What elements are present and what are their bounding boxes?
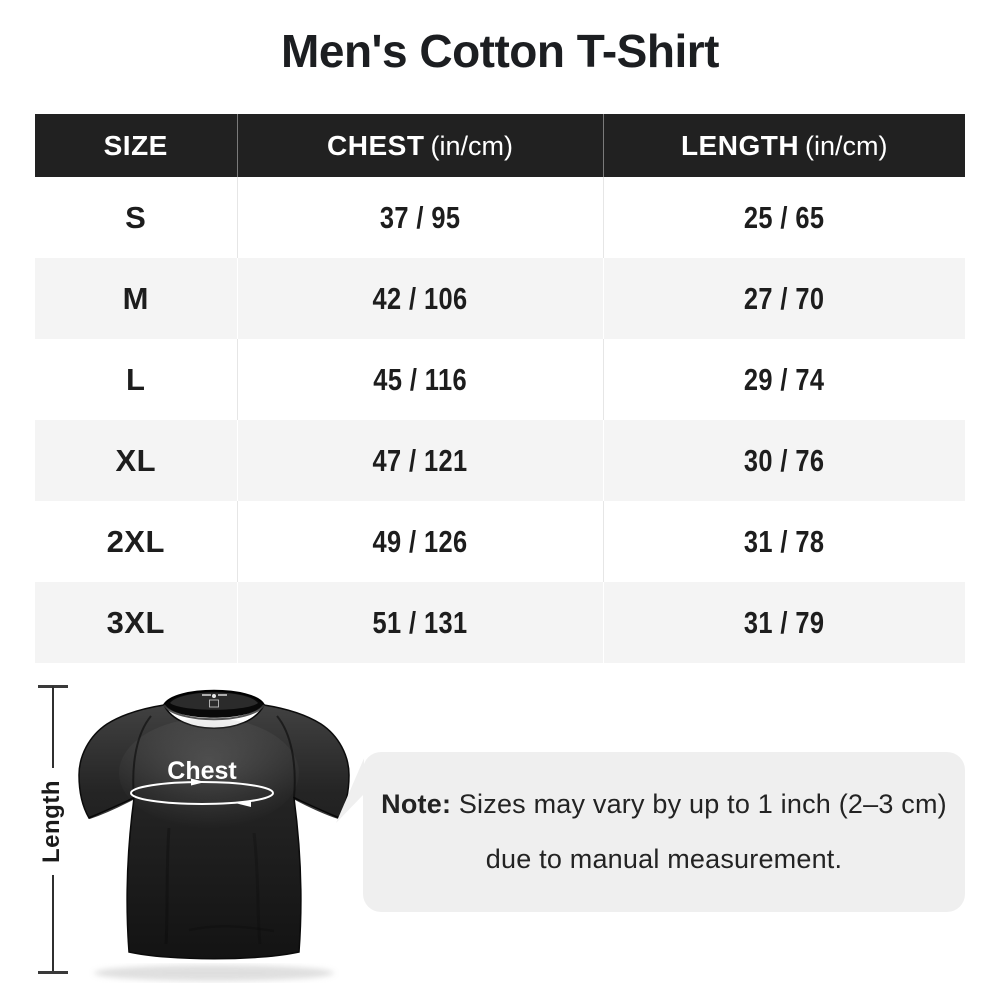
chest-arrowhead-left bbox=[237, 800, 251, 807]
note-text-line2: due to manual measurement. bbox=[485, 844, 843, 874]
cell-size: 3XL bbox=[35, 582, 238, 663]
size-table-body: S 37 / 95 25 / 65 M 42 / 106 27 / 70 L 45 / 116… bbox=[35, 177, 965, 663]
length-label: Length bbox=[36, 768, 68, 875]
cell-size: S bbox=[35, 177, 238, 258]
table-row: XL 47 / 121 30 / 76 bbox=[35, 420, 965, 501]
cell-length-value: 31 / 78 bbox=[743, 523, 825, 559]
cell-chest: 42 / 106 bbox=[237, 258, 604, 339]
cell-size-value: 3XL bbox=[106, 604, 165, 640]
cell-chest: 37 / 95 bbox=[237, 177, 604, 258]
col-header-chest-label: CHEST bbox=[327, 129, 425, 161]
col-header-size: SIZE bbox=[35, 114, 238, 177]
cell-size: 2XL bbox=[35, 501, 238, 582]
table-header-row: SIZE CHEST (in/cm) LENGTH (in/cm) bbox=[35, 114, 965, 177]
cell-chest-value: 45 / 116 bbox=[373, 361, 467, 397]
table-row: M 42 / 106 27 / 70 bbox=[35, 258, 965, 339]
cell-size-value: M bbox=[122, 280, 149, 316]
col-header-size-label: SIZE bbox=[103, 129, 168, 161]
chest-label: Chest bbox=[167, 757, 237, 785]
note-text-line1: Note: Sizes may vary by up to 1 inch (2–… bbox=[381, 789, 947, 820]
note-line1-text: Sizes may vary by up to 1 inch (2–3 cm) bbox=[458, 789, 947, 819]
cell-length: 27 / 70 bbox=[603, 258, 965, 339]
cell-length: 25 / 65 bbox=[603, 177, 965, 258]
cell-chest-value: 47 / 121 bbox=[372, 442, 468, 478]
note-label: Note: bbox=[381, 789, 452, 819]
cell-chest-value: 49 / 126 bbox=[372, 523, 468, 559]
cell-length: 29 / 74 bbox=[603, 339, 965, 420]
cell-size: L bbox=[35, 339, 238, 420]
col-header-length-unit: (in/cm) bbox=[805, 130, 888, 161]
cell-size: XL bbox=[35, 420, 238, 501]
cell-length-value: 25 / 65 bbox=[743, 199, 825, 235]
table-row: S 37 / 95 25 / 65 bbox=[35, 177, 965, 258]
cell-chest: 47 / 121 bbox=[237, 420, 604, 501]
tshirt-shadow bbox=[94, 965, 334, 981]
table-row: 3XL 51 / 131 31 / 79 bbox=[35, 582, 965, 663]
note-bubble: Note: Sizes may vary by up to 1 inch (2–… bbox=[363, 752, 965, 912]
cell-size-value: XL bbox=[115, 442, 157, 478]
cell-size: M bbox=[35, 258, 238, 339]
cell-chest-value: 42 / 106 bbox=[372, 280, 468, 316]
col-header-length: LENGTH (in/cm) bbox=[603, 114, 965, 177]
collar-brand-label bbox=[202, 694, 227, 708]
cell-size-value: L bbox=[126, 361, 146, 397]
table-row: L 45 / 116 29 / 74 bbox=[35, 339, 965, 420]
col-header-length-label: LENGTH bbox=[680, 129, 800, 161]
cell-length-value: 30 / 76 bbox=[743, 442, 825, 478]
cell-size-value: 2XL bbox=[106, 523, 165, 559]
page-title: Men's Cotton T-Shirt bbox=[281, 25, 719, 77]
tshirt-illustration: Chest bbox=[78, 689, 350, 981]
cell-chest: 45 / 116 bbox=[237, 339, 604, 420]
cell-size-value: S bbox=[125, 199, 147, 235]
cell-chest: 49 / 126 bbox=[237, 501, 604, 582]
cell-chest-value: 37 / 95 bbox=[379, 199, 461, 235]
cell-chest: 51 / 131 bbox=[237, 582, 604, 663]
tshirt-collar bbox=[163, 689, 265, 721]
cell-length-value: 27 / 70 bbox=[743, 280, 825, 316]
cell-length: 31 / 78 bbox=[603, 501, 965, 582]
size-table: SIZE CHEST (in/cm) LENGTH (in/cm) S 37 / 95… bbox=[35, 114, 965, 663]
table-row: 2XL 49 / 126 31 / 78 bbox=[35, 501, 965, 582]
tshirt-seams bbox=[88, 715, 340, 945]
cell-length-value: 31 / 79 bbox=[743, 604, 825, 640]
col-header-chest: CHEST (in/cm) bbox=[237, 114, 604, 177]
cell-length-value: 29 / 74 bbox=[743, 361, 825, 397]
cell-chest-value: 51 / 131 bbox=[372, 604, 468, 640]
length-indicator-bottom-cap bbox=[38, 971, 68, 974]
chest-arrowhead-right bbox=[191, 778, 205, 786]
col-header-chest-unit: (in/cm) bbox=[430, 130, 513, 161]
cell-length: 31 / 79 bbox=[603, 582, 965, 663]
cell-length: 30 / 76 bbox=[603, 420, 965, 501]
